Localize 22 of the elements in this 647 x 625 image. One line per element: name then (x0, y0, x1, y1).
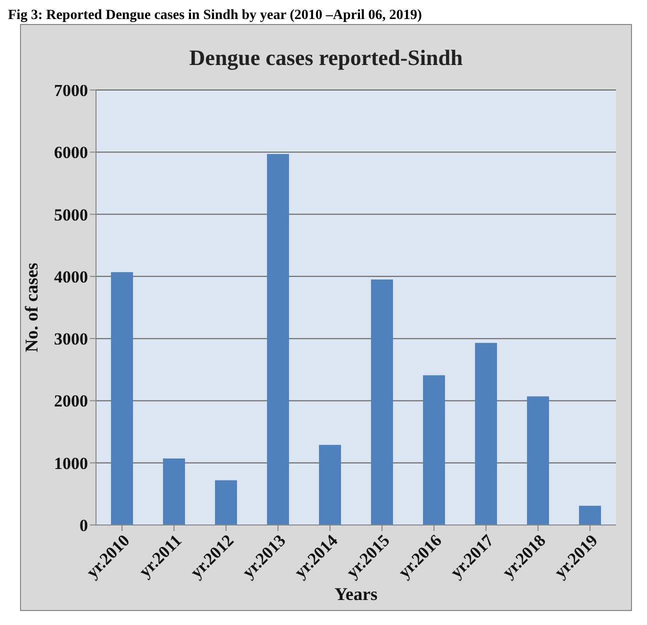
chart-title: Dengue cases reported-Sindh (189, 45, 463, 70)
bar (267, 154, 289, 525)
bar (371, 280, 393, 525)
y-tick-label: 7000 (54, 81, 88, 100)
y-tick-label: 0 (80, 516, 88, 536)
y-axis-title: No. of cases (21, 262, 42, 352)
bar (111, 272, 133, 525)
bar (579, 506, 601, 525)
bar (319, 444, 341, 525)
bar (163, 458, 185, 525)
x-axis-title: Years (334, 584, 378, 604)
bar (527, 396, 549, 525)
y-tick-label: 3000 (54, 330, 88, 349)
caption: Fig 3: Reported Dengue cases in Sindh by year (2010 –April 06, 2019) (8, 8, 423, 24)
bar (423, 375, 445, 525)
bar (475, 342, 497, 525)
bar (215, 480, 237, 525)
y-tick-label: 4000 (54, 267, 88, 286)
y-tick-label: 5000 (54, 205, 88, 224)
y-tick-label: 2000 (54, 392, 88, 411)
y-tick-label: 6000 (54, 143, 88, 162)
y-tick-label: 1000 (54, 454, 88, 473)
